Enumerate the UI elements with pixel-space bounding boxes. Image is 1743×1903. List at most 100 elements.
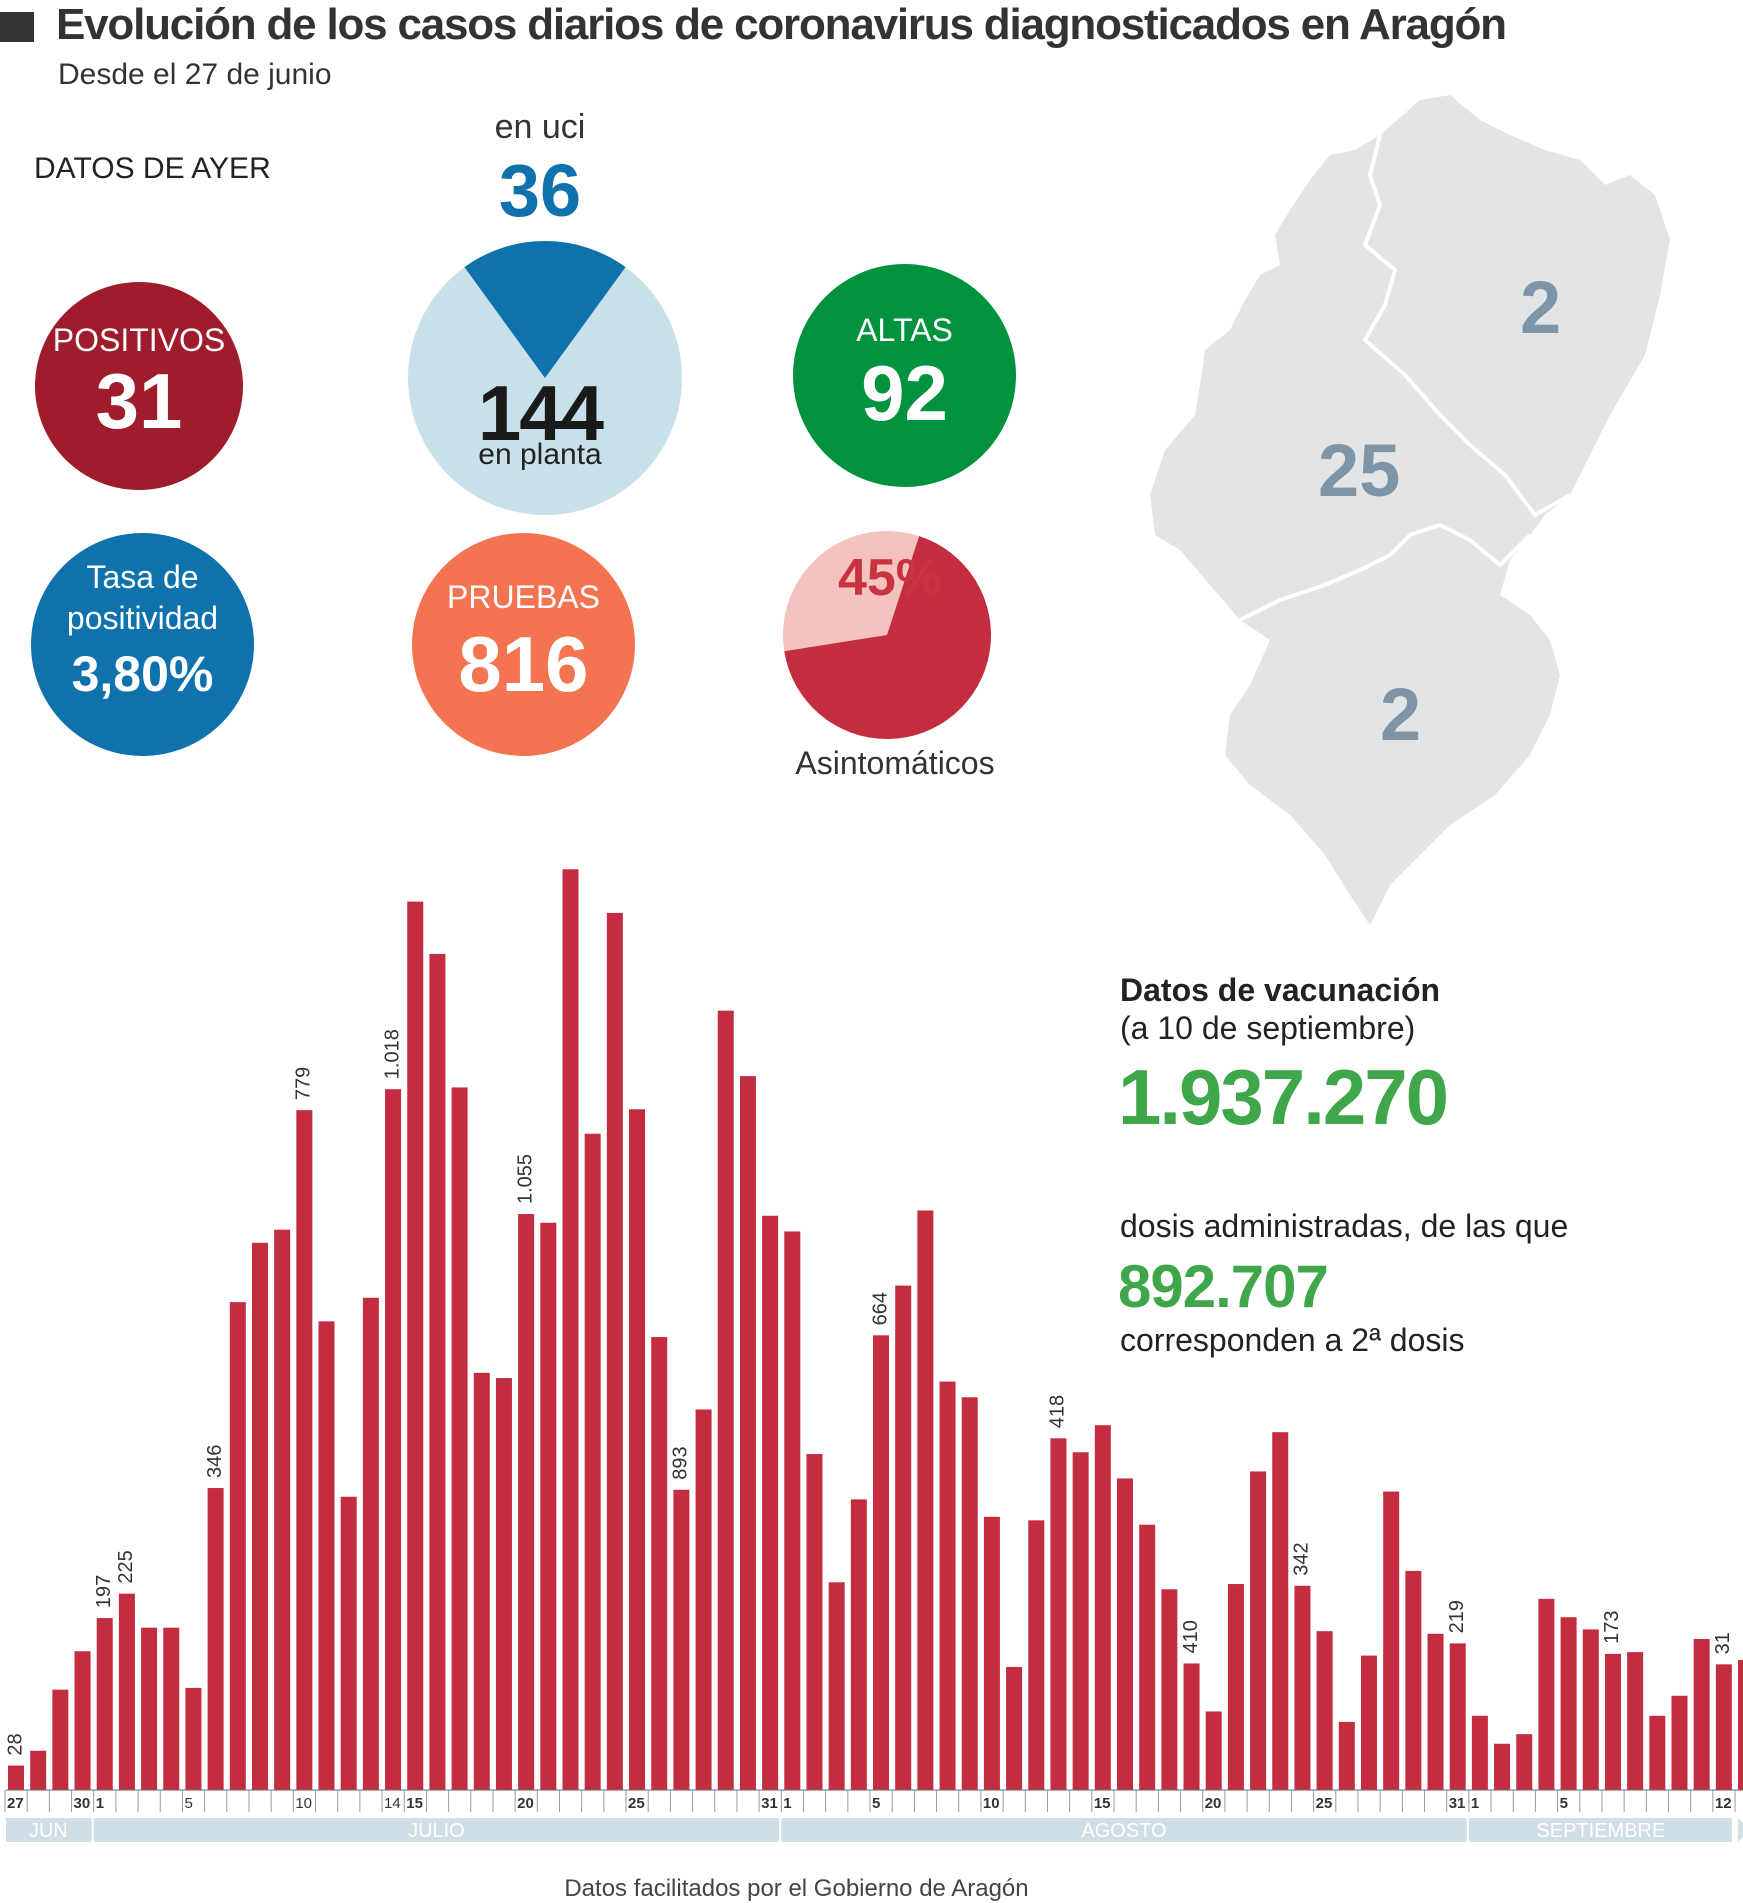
bars-group [8,869,1743,1790]
title-marker [0,12,34,42]
month-arrow [1456,1818,1467,1842]
bar [673,1489,690,1790]
bar [1516,1734,1533,1790]
day-tick-label: 27 [7,1795,24,1812]
bar-value-label: 418 [1047,1395,1069,1428]
altas-circle: ALTAS 92 [793,264,1016,487]
bar [1471,1715,1488,1790]
day-tick-label: 14 [384,1795,401,1812]
bar [207,1488,224,1790]
day-tick-label: 25 [628,1795,645,1812]
positivos-value: 31 [95,357,183,445]
uci-value: 36 [498,149,582,232]
map-zaragoza-value: 25 [1318,429,1401,512]
bar [1405,1570,1422,1790]
bar [52,1689,69,1790]
bar [1094,1425,1111,1790]
bar [1006,1666,1023,1790]
vacunacion-date: (a 10 de septiembre) [1120,1010,1416,1046]
bar [495,1378,512,1790]
day-tick-label: 20 [517,1795,534,1812]
bar [1028,1520,1045,1790]
bar [518,1214,535,1790]
bar [784,1231,801,1790]
bar [1449,1643,1466,1790]
bar [1183,1663,1200,1790]
bar [562,869,579,1790]
month-arrow [81,1818,92,1842]
bar-value-label: 225 [115,1550,137,1583]
bar [895,1285,912,1790]
bar [961,1397,978,1790]
vacunacion-total: 1.937.270 [1118,1053,1449,1141]
bar [1427,1633,1444,1790]
bar [340,1496,357,1790]
bar [762,1215,779,1790]
bar [1649,1715,1666,1790]
bar [318,1321,335,1790]
uci-slice [464,241,626,378]
datos-ayer-label: DATOS DE AYER [34,152,271,185]
bar-value-label: 1.018 [381,1029,403,1079]
map-teruel-value: 2 [1380,673,1422,756]
bar-value-label: 664 [869,1292,891,1325]
day-tick-label: 15 [406,1795,423,1812]
bar [407,901,424,1790]
positivos-circle: POSITIVOS 31 [35,282,243,490]
bar-value-label: 1.055 [514,1154,536,1204]
bar [1072,1452,1089,1790]
bar [1250,1471,1267,1790]
bar [8,1765,24,1790]
day-tick-label: 5 [184,1795,192,1812]
bar [806,1454,823,1790]
bar [163,1627,180,1790]
bar [1494,1743,1511,1790]
bar-value-label: 28 [4,1733,26,1755]
planta-label: en planta [478,438,602,471]
bar [1117,1478,1133,1790]
bar [74,1651,91,1790]
bar [584,1133,601,1790]
day-tick-label: 5 [1560,1795,1568,1812]
bar [1671,1695,1688,1790]
month-band [1469,1818,1732,1842]
bar [1294,1585,1311,1790]
tasa-label-1: Tasa de [86,559,199,595]
month-label: AGOSTO [1081,1820,1166,1842]
bar [1715,1664,1732,1790]
bar-value-label: 779 [293,1067,315,1100]
bar [939,1381,956,1790]
planta-value: 144 [477,369,604,457]
bar [606,912,623,1790]
bar [695,1409,712,1790]
bar [251,1242,268,1790]
asintomaticos-value: 45% [837,549,943,607]
day-tick-label: 20 [1205,1795,1222,1812]
bar [1050,1438,1067,1790]
month-arrow [1737,1818,1743,1842]
day-tick-label: 30 [74,1795,91,1812]
bar [274,1229,291,1790]
positivos-label: POSITIVOS [52,322,226,358]
bar [1272,1432,1289,1790]
tasa-circle: Tasa de positividad 3,80% [31,533,254,756]
bar [983,1516,1000,1790]
bar [1316,1631,1333,1790]
bar [1582,1629,1599,1790]
month-timeline: JUN JULIO AGOSTO SEPTIEMBRE [6,1818,1743,1842]
vacunacion-segunda-dosis: 892.707 [1118,1253,1329,1320]
altas-label: ALTAS [856,312,953,348]
bar [651,1337,668,1790]
month-label: SEPTIEMBRE [1536,1820,1665,1842]
altas-value: 92 [861,349,948,437]
asintomaticos-slice [784,536,991,739]
vacunacion-title: Datos de vacunación [1120,972,1441,1008]
bar-value-label: 219 [1446,1600,1468,1633]
bar [1538,1598,1555,1790]
tasa-value: 3,80% [71,646,214,702]
bar [1227,1584,1244,1790]
bar [1161,1589,1178,1790]
bar [1738,1659,1743,1790]
